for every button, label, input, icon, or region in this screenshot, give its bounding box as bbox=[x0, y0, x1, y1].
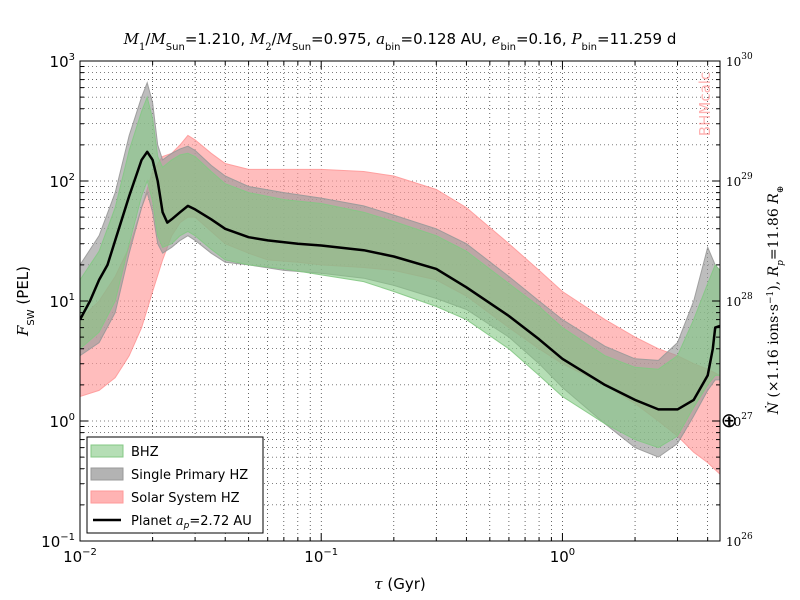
tick-label: 101 bbox=[50, 292, 75, 311]
legend: BHZ Single Primary HZ Solar System HZ Plane… bbox=[86, 436, 264, 534]
tick-label: 1030 bbox=[726, 52, 753, 69]
legend-label: Planet ap=2.72 AU bbox=[131, 514, 252, 531]
tick-label: 1028 bbox=[726, 292, 753, 309]
legend-label: Solar System HZ bbox=[131, 491, 240, 506]
watermark-text: BHMcalc bbox=[696, 72, 714, 136]
tick-label: 10−2 bbox=[63, 547, 97, 566]
axis-ticks bbox=[79, 60, 720, 542]
tick-label: 103 bbox=[50, 52, 75, 71]
tick-label: 10−1 bbox=[41, 532, 75, 551]
tick-label: 10−1 bbox=[304, 547, 338, 566]
legend-swatch bbox=[90, 467, 124, 481]
legend-swatch bbox=[90, 490, 124, 504]
tick-label: 100 bbox=[550, 547, 575, 566]
legend-label: BHZ bbox=[131, 445, 159, 460]
band-bhz bbox=[80, 95, 720, 449]
legend-swatch bbox=[90, 444, 124, 458]
earth-symbol-icon: ⊕ bbox=[721, 408, 738, 432]
right-y-axis-label: Ṅ (×1.16 ions·s−1), Rp=11.86 R⊕ bbox=[764, 186, 786, 416]
tick-label: 1029 bbox=[726, 172, 753, 189]
confidence-bands bbox=[80, 81, 720, 475]
chart-title: M1/MSun=1.210, M2/MSun=0.975, abin=0.128… bbox=[123, 30, 677, 53]
tick-label: 100 bbox=[50, 412, 75, 431]
planet-line-layer bbox=[80, 150, 720, 411]
tick-labels: 10−2 10−1 10010−11001011021031026102710281… bbox=[41, 52, 753, 566]
tick-label: 1026 bbox=[726, 532, 753, 549]
x-axis-label: τ (Gyr) bbox=[374, 575, 425, 593]
y-axis-label: FSW (PEL) bbox=[14, 266, 37, 337]
planet-line bbox=[80, 150, 720, 411]
tick-label: 1027 bbox=[726, 412, 753, 429]
tick-label: 102 bbox=[50, 172, 75, 191]
legend-label: Single Primary HZ bbox=[131, 468, 248, 483]
